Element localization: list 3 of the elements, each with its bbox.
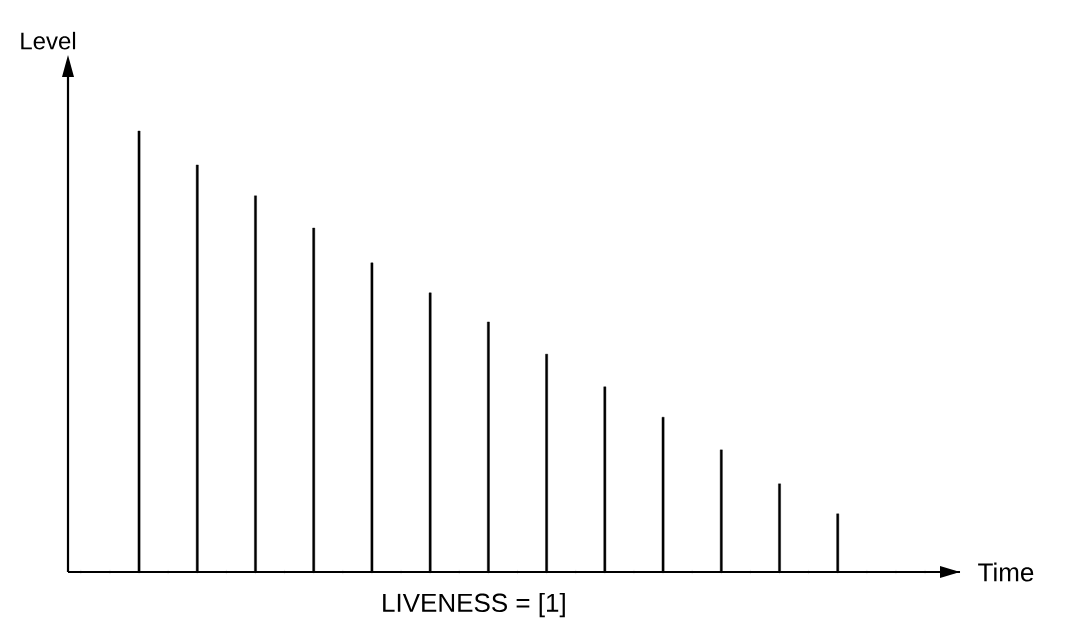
x-axis-title: Time xyxy=(978,562,1034,582)
y-axis-title: Level xyxy=(21,31,76,50)
text: LIVENESS = [1] xyxy=(383,592,565,618)
